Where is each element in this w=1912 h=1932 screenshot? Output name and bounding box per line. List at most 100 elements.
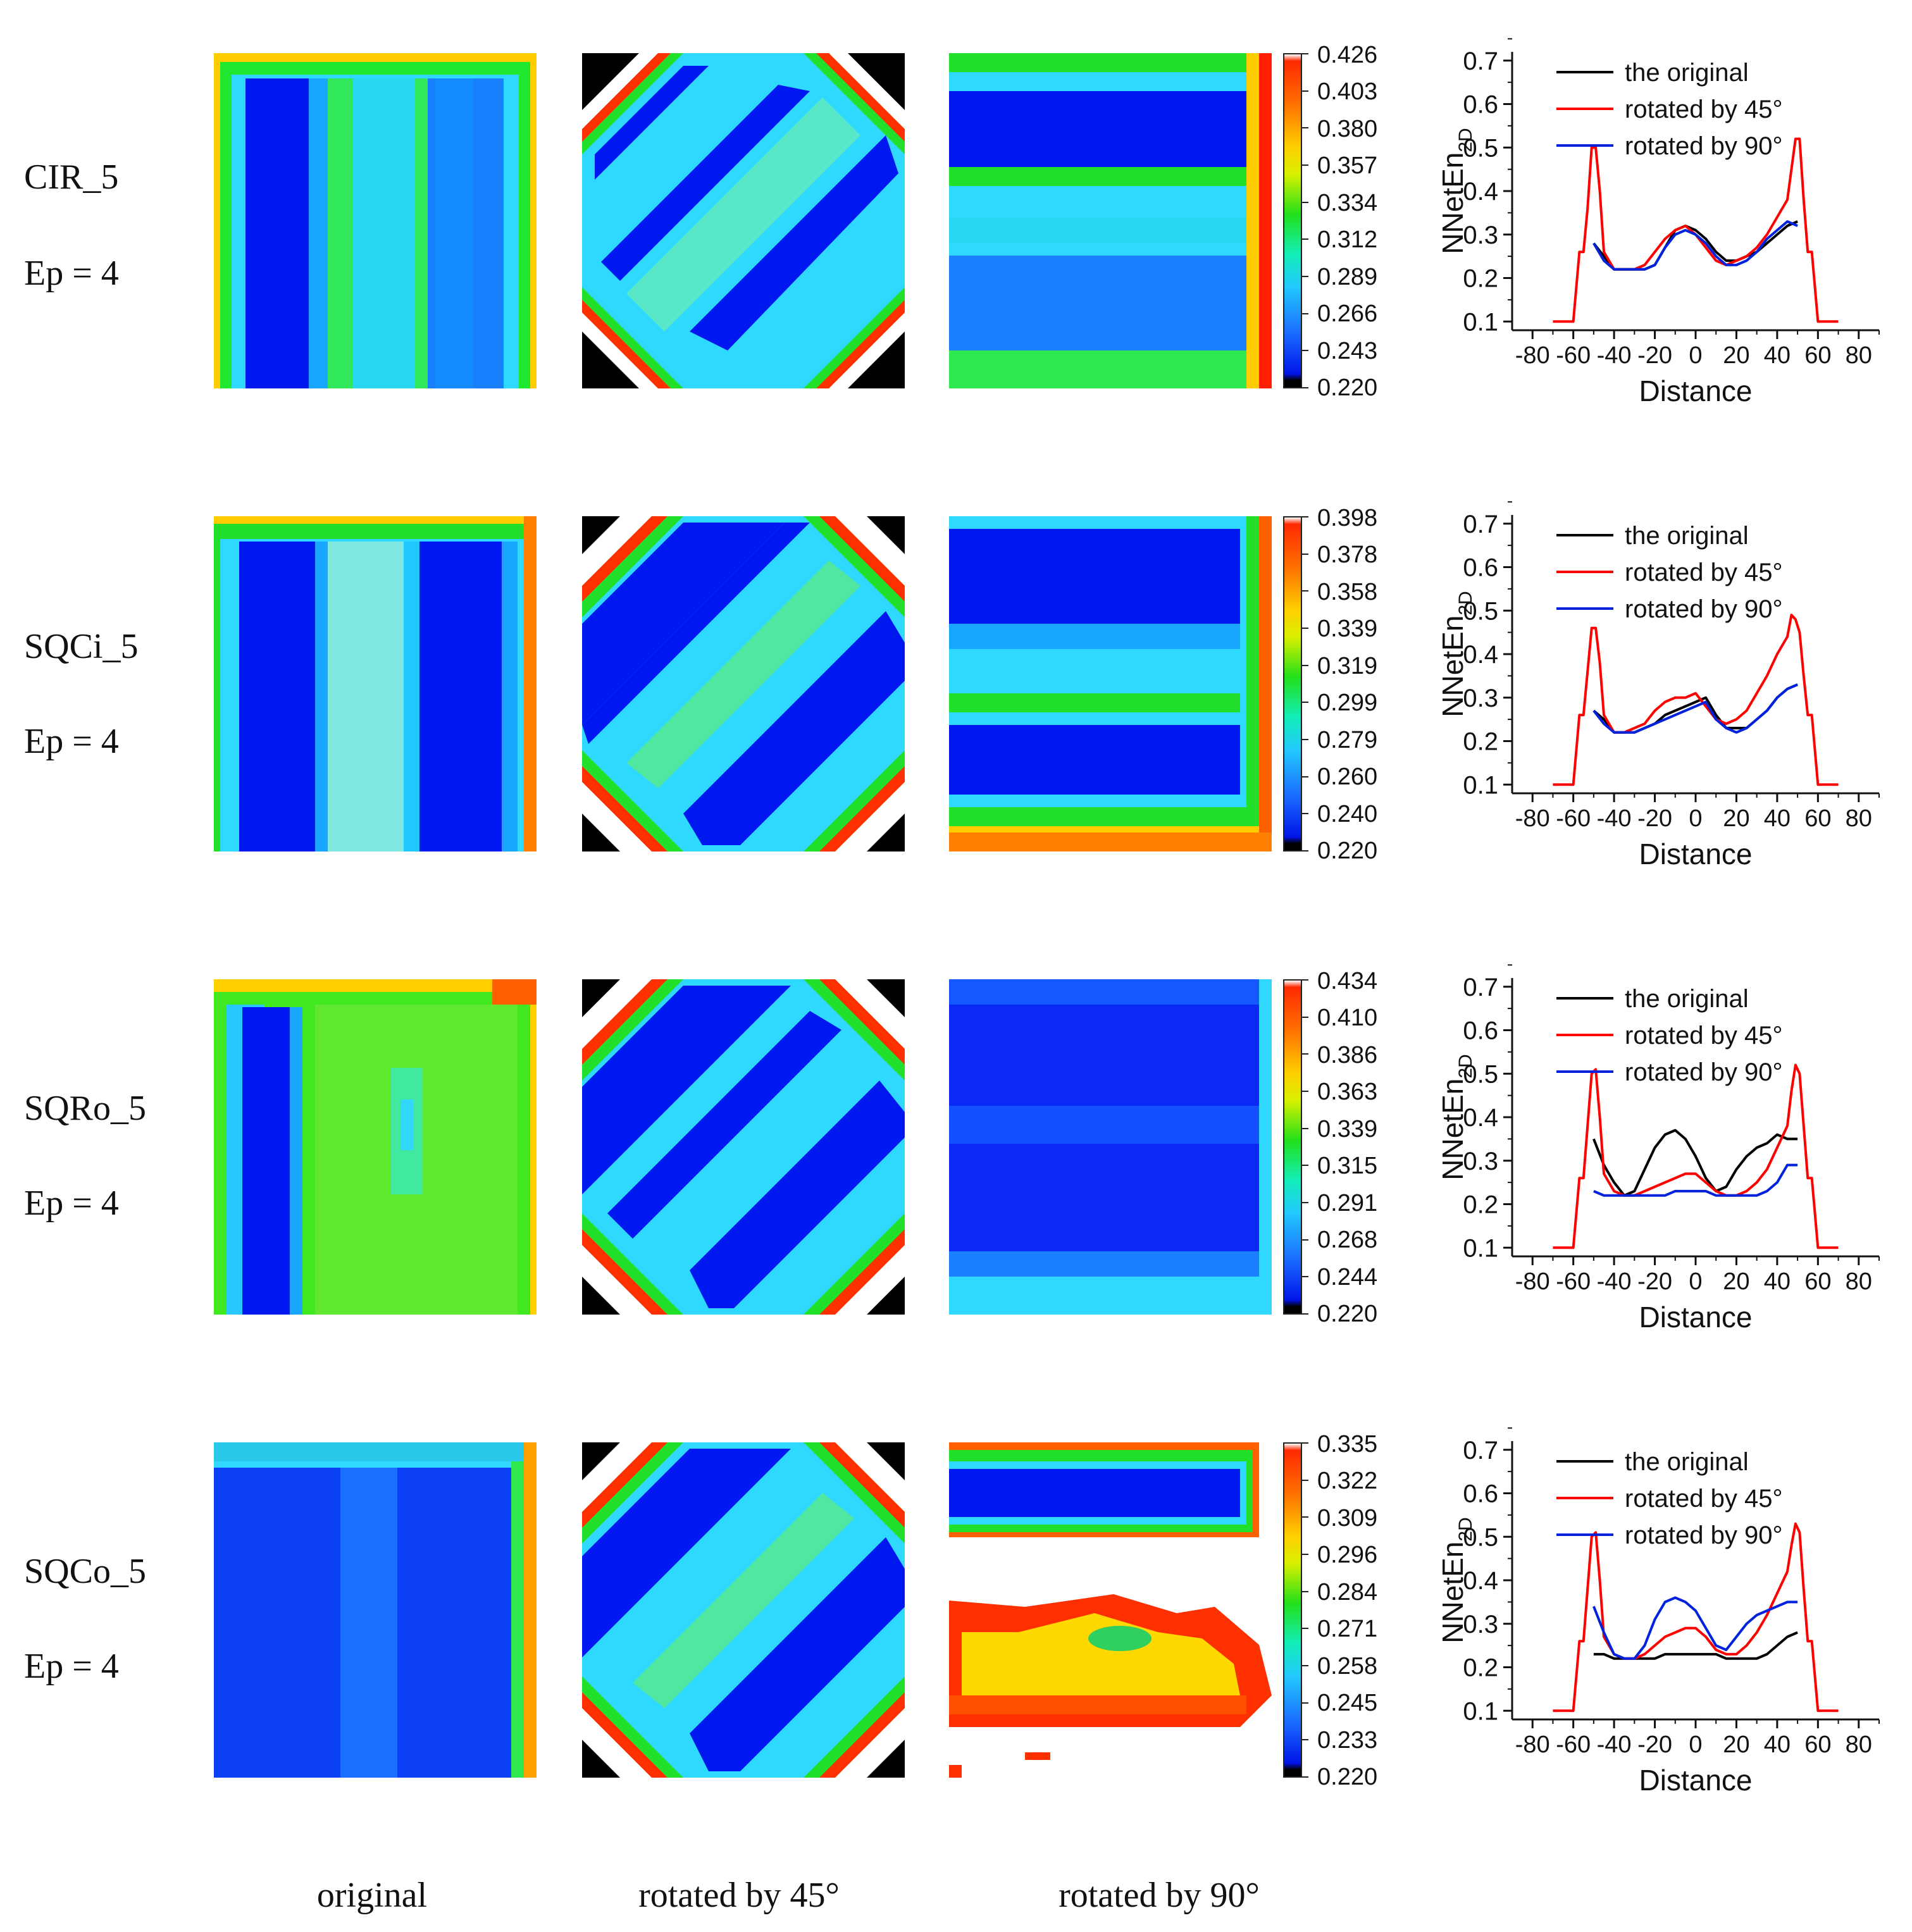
- colorbar-sqco5-label-8: 0.233: [1317, 1727, 1378, 1754]
- colorbar-tick: [1302, 664, 1308, 666]
- x-tick-label: -80: [1515, 1268, 1550, 1295]
- colorbar-tick: [1302, 516, 1308, 517]
- heatmap-cir5-rot45: [582, 53, 905, 388]
- colorbar-tick: [1302, 1479, 1308, 1481]
- row-ep-sqro5: Ep = 4: [24, 1184, 119, 1223]
- x-tick-label: -80: [1515, 1731, 1550, 1758]
- x-tick-label: -60: [1556, 342, 1591, 369]
- colorbar-cir5-label-5: 0.312: [1317, 226, 1378, 253]
- x-tick-label: 40: [1764, 342, 1791, 369]
- y-tick-label: 0.5: [1463, 597, 1498, 625]
- x-tick-label: 20: [1723, 342, 1749, 369]
- legend-label: the original: [1625, 1448, 1749, 1476]
- colorbar-sqro5-label-2: 0.386: [1317, 1042, 1378, 1068]
- y-tick-label: 0.7: [1463, 1437, 1498, 1464]
- y-tick-label: 0.7: [1463, 511, 1498, 538]
- colorbar-tick: [1302, 276, 1308, 277]
- y-tick-label: 0.4: [1463, 1104, 1498, 1132]
- row-label-sqco5: SQCo_5: [24, 1552, 146, 1591]
- colorbar-tick: [1302, 702, 1308, 703]
- heatmap-sqci5-original: [214, 516, 537, 851]
- colorbar-tick: [1302, 813, 1308, 815]
- x-tick-label: 40: [1764, 805, 1791, 832]
- colorbar-tick: [1302, 776, 1308, 777]
- colorbar-tick: [1302, 350, 1308, 352]
- colorbar-sqro5-label-0: 0.434: [1317, 968, 1378, 994]
- colorbar-sqco5-label-0: 0.335: [1317, 1431, 1378, 1458]
- legend-label: rotated by 90°: [1625, 595, 1783, 623]
- x-tick-label: 20: [1723, 1268, 1749, 1295]
- heatmap-cir5-rot90: [949, 53, 1272, 388]
- colorbar-tick: [1302, 201, 1308, 203]
- x-tick-label: -80: [1515, 342, 1550, 369]
- colorbar-tick: [1302, 1091, 1308, 1092]
- heatmap-sqci5-rot45: [582, 516, 905, 851]
- line-chart-sqci5-svg: 0.1 0.2 0.3 0.4 0.5 0.6 0.7 -80 -60 -40 -20 0 20 40 60…: [1436, 501, 1880, 870]
- line-chart-sqro5-svg: 0.1 0.2 0.3 0.4 0.5 0.6 0.7 -80 -60 -40 -20 0 20 40 60…: [1436, 964, 1880, 1334]
- heatmap-sqco5-rot45-svg: [582, 1442, 905, 1778]
- y-tick-label: 0.5: [1463, 1060, 1498, 1088]
- colorbar-sqro5-label-9: 0.220: [1317, 1301, 1378, 1327]
- colorbar-tick: [1302, 1239, 1308, 1241]
- heatmap-cir5-original-svg: [214, 53, 537, 388]
- y-tick-label: 0.6: [1463, 1017, 1498, 1045]
- colorbar-sqci5-label-3: 0.339: [1317, 616, 1378, 642]
- x-tick-label: -60: [1556, 1731, 1591, 1758]
- legend-label: rotated by 45°: [1625, 559, 1783, 586]
- legend-label: the original: [1625, 985, 1749, 1013]
- heatmap-sqco5-rot45: [582, 1442, 905, 1778]
- legend-label: rotated by 90°: [1625, 1058, 1783, 1086]
- y-tick-label: 0.3: [1463, 1611, 1498, 1638]
- row-label-sqci5: SQCi_5: [24, 627, 139, 666]
- colorbar-tick: [1302, 553, 1308, 555]
- colorbar-tick: [1302, 1776, 1308, 1778]
- colorbar-tick: [1302, 1165, 1308, 1167]
- x-axis-label: Distance: [1639, 375, 1753, 407]
- colorbar-tick: [1302, 850, 1308, 851]
- x-tick-label: -20: [1637, 1731, 1672, 1758]
- x-tick-label: -20: [1637, 805, 1672, 832]
- colorbar-sqco5-label-7: 0.245: [1317, 1690, 1378, 1716]
- legend-label: the original: [1625, 59, 1749, 87]
- col-label-original: original: [316, 1876, 428, 1915]
- colorbar-tick: [1302, 387, 1308, 388]
- x-tick-label: 40: [1764, 1268, 1791, 1295]
- series-line: [1592, 220, 1798, 271]
- series-line: [1592, 683, 1798, 734]
- heatmap-sqco5-original: [214, 1442, 537, 1778]
- colorbar-sqco5-label-2: 0.309: [1317, 1505, 1378, 1532]
- colorbar-sqci5-label-0: 0.398: [1317, 505, 1378, 531]
- colorbar-sqro5-label-1: 0.410: [1317, 1005, 1378, 1031]
- colorbar-tick: [1302, 1053, 1308, 1055]
- x-tick-label: -20: [1637, 1268, 1672, 1295]
- heatmap-sqro5-rot45-svg: [582, 979, 905, 1315]
- series-line: [1592, 220, 1798, 271]
- col-label-rot45: rotated by 45°: [638, 1876, 840, 1915]
- row-ep-cir5: Ep = 4: [24, 254, 119, 293]
- colorbar-sqco5-label-9: 0.220: [1317, 1764, 1378, 1790]
- heatmap-sqci5-rot90: [949, 516, 1272, 851]
- y-tick-label: 0.1: [1463, 771, 1498, 799]
- x-tick-label: 80: [1846, 1268, 1872, 1295]
- colorbar-sqci5-label-1: 0.378: [1317, 542, 1378, 568]
- y-axis-label-subscript: 2D: [1455, 591, 1476, 615]
- y-tick-label: 0.2: [1463, 728, 1498, 756]
- x-tick-label: 0: [1689, 805, 1702, 832]
- series-line: [1592, 683, 1798, 734]
- x-axis-label: Distance: [1639, 1301, 1753, 1334]
- x-tick-label: 20: [1723, 1731, 1749, 1758]
- x-axis-label: Distance: [1639, 1764, 1753, 1797]
- x-tick-label: 0: [1689, 1731, 1702, 1758]
- colorbar-sqro5-label-6: 0.291: [1317, 1190, 1378, 1217]
- x-tick-label: -40: [1597, 342, 1632, 369]
- colorbar-tick: [1302, 1702, 1308, 1704]
- y-axis-label-subscript: 2D: [1455, 128, 1476, 152]
- colorbar-cir5-label-8: 0.243: [1317, 338, 1378, 364]
- y-tick-label: 0.5: [1463, 134, 1498, 162]
- y-tick-label: 0.3: [1463, 221, 1498, 249]
- x-tick-label: -80: [1515, 805, 1550, 832]
- x-tick-label: 80: [1846, 1731, 1872, 1758]
- colorbar-sqco5-label-3: 0.296: [1317, 1542, 1378, 1568]
- y-tick-label: 0.6: [1463, 554, 1498, 582]
- colorbar-cir5-label-6: 0.289: [1317, 264, 1378, 290]
